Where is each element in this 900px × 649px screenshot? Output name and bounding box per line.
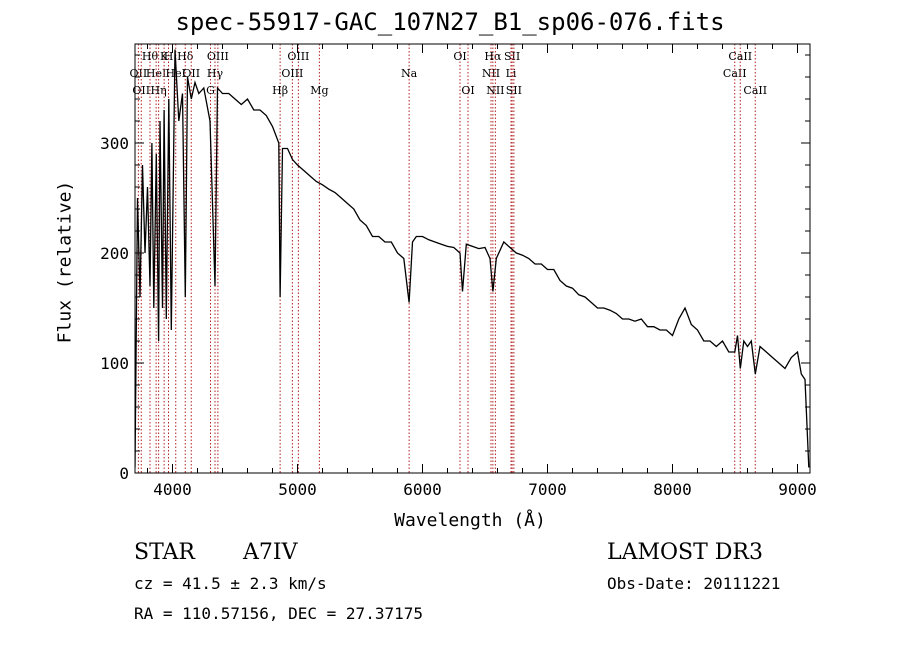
- y-tick-label: 0: [119, 464, 129, 483]
- y-tick-label: 100: [100, 354, 129, 373]
- line-marker-label: H: [164, 50, 174, 63]
- chart-title: spec-55917-GAC_107N27_B1_sp06-076.fits: [175, 8, 725, 36]
- line-marker-label: NII: [486, 84, 504, 97]
- x-axis-label: Wavelength (Å): [394, 510, 546, 531]
- line-marker-label: OIII: [281, 67, 303, 80]
- line-marker-label: Hδ: [177, 50, 194, 63]
- spectrum-line: [135, 49, 810, 468]
- line-marker-label: CaII: [743, 84, 767, 97]
- y-tick-label: 300: [100, 134, 129, 153]
- line-marker-label: OII: [132, 84, 150, 97]
- line-marker-label: SII: [506, 84, 522, 97]
- line-marker-label: Hη: [151, 84, 167, 97]
- x-tick-label: 5000: [278, 480, 317, 499]
- line-marker-label: HeI: [146, 67, 166, 80]
- line-marker-label: Hγ: [207, 67, 224, 80]
- line-marker-label: SII: [504, 50, 520, 63]
- redshift-cz: cz = 41.5 ± 2.3 km/s: [134, 574, 327, 593]
- x-tick-label: 7000: [528, 480, 567, 499]
- x-tick-label: 9000: [778, 480, 817, 499]
- line-marker-label: CaII: [728, 50, 752, 63]
- survey-name: LAMOST DR3: [607, 540, 763, 565]
- x-tick-label: 6000: [403, 480, 442, 499]
- line-marker-label: OII: [130, 67, 148, 80]
- line-marker-label: Li: [506, 67, 517, 80]
- line-marker-label: OI: [453, 50, 466, 63]
- line-marker-label: K: [160, 50, 169, 63]
- line-marker-label: OIII: [207, 50, 229, 63]
- line-marker-label: OIII: [287, 50, 309, 63]
- y-axis-label: Flux (relative): [54, 180, 76, 344]
- line-marker-label: Hα: [484, 50, 502, 63]
- line-marker-label: Mg: [310, 84, 328, 97]
- y-tick-label: 200: [100, 244, 129, 263]
- line-marker-label: NII: [482, 67, 500, 80]
- line-marker-label: G: [206, 84, 215, 97]
- x-tick-label: 8000: [653, 480, 692, 499]
- line-marker-label: OII: [182, 67, 200, 80]
- line-marker-label: Hβ: [272, 84, 288, 97]
- line-marker-label: OI: [461, 84, 474, 97]
- line-marker-label: Na: [401, 67, 418, 80]
- x-tick-label: 4000: [153, 480, 192, 499]
- object-class: STAR: [134, 540, 195, 565]
- plot-frame: [134, 43, 811, 474]
- line-marker-label: Hθ: [142, 50, 159, 63]
- line-marker-label: CaII: [723, 67, 747, 80]
- sky-coordinates: RA = 110.57156, DEC = 27.37175: [134, 604, 423, 623]
- observation-date: Obs-Date: 20111221: [607, 574, 781, 593]
- object-subclass: A7IV: [243, 540, 298, 565]
